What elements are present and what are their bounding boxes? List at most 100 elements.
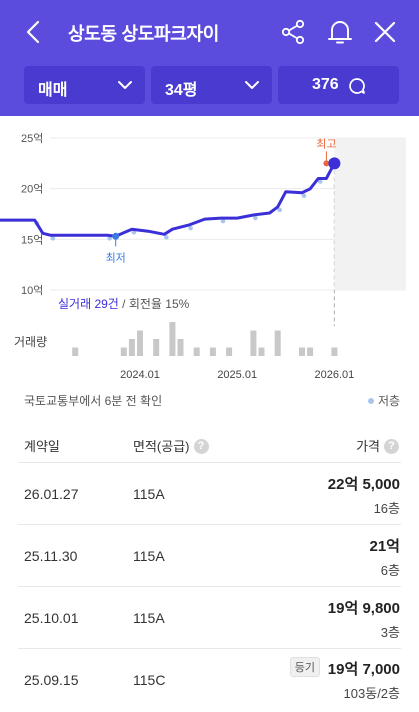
comments-button[interactable]: 376 — [278, 66, 399, 104]
volume-bar — [331, 347, 338, 356]
high-marker-label: 최고 — [316, 137, 336, 150]
legend-low-floor: 저층 — [368, 392, 400, 409]
latest-point — [328, 157, 341, 170]
volume-bar — [153, 339, 160, 356]
row-floor: 103동/2층 — [343, 686, 400, 701]
volume-bar — [128, 339, 135, 356]
volume-bar — [274, 330, 281, 356]
row-price: 19억 7,000 — [327, 661, 400, 678]
volume-bar — [177, 339, 184, 356]
back-button[interactable] — [20, 18, 48, 46]
top-bar: 상도동 상도파크자이 — [0, 0, 419, 64]
table-row[interactable]: 25.10.01 115A 19억 9,800 3층 — [0, 587, 419, 649]
trade-type-dropdown[interactable]: 매매 — [24, 66, 145, 104]
comment-bubble-icon — [349, 78, 365, 94]
high-marker — [323, 160, 330, 167]
size-dropdown[interactable]: 34평 — [151, 66, 272, 104]
table-row[interactable]: 26.01.27 115A 22억 5,000 16층 — [0, 463, 419, 525]
volume-bar — [250, 330, 257, 356]
row-price: 19억 9,800 — [327, 600, 400, 617]
row-area: 115A — [133, 610, 165, 626]
x-tick-label: 2026.01 — [315, 369, 355, 381]
app-header: 상도동 상도파크자이 매매 34평 — [0, 0, 419, 116]
bell-icon — [328, 21, 352, 44]
future-region — [334, 138, 406, 290]
divider — [18, 586, 401, 587]
volume-bar — [226, 347, 233, 356]
close-button[interactable] — [371, 18, 399, 46]
trade-point — [301, 193, 307, 199]
y-tick-label: 25억 — [21, 132, 43, 145]
col-header-date: 계약일 — [24, 439, 60, 454]
share-button[interactable] — [279, 18, 307, 46]
trade-point — [277, 207, 283, 213]
x-tick-label: 2025.01 — [217, 369, 257, 381]
trade-point — [188, 225, 193, 231]
page-title: 상도동 상도파크자이 — [68, 24, 220, 44]
row-floor: 3층 — [380, 625, 400, 640]
col-header-area-label: 면적(공급) — [133, 439, 190, 454]
chevron-down-icon — [245, 81, 259, 89]
col-header-price-label: 가격 — [356, 439, 380, 454]
trade-type-value: 매매 — [38, 82, 68, 99]
legend-low-floor-label: 저층 — [378, 394, 401, 408]
trade-point — [253, 215, 258, 221]
help-icon[interactable]: ? — [193, 439, 209, 455]
size-value: 34평 — [165, 82, 198, 99]
col-header-price: 가격? — [356, 436, 399, 455]
volume-bar — [72, 347, 79, 356]
volume-bar — [120, 347, 127, 356]
trade-summary[interactable]: 실거래 29건 / 회전율 15% — [58, 297, 190, 311]
row-area: 115C — [133, 672, 166, 688]
registered-badge: 등기 — [289, 657, 320, 677]
volume-bar — [137, 330, 143, 356]
volume-bar — [258, 347, 265, 356]
x-tick-label: 2024.01 — [120, 369, 160, 381]
volume-bar — [299, 347, 305, 356]
chevron-left-icon — [26, 20, 40, 44]
chevron-down-icon — [118, 81, 132, 89]
col-header-area: 면적(공급)? — [133, 436, 209, 455]
volume-label: 거래량 — [14, 335, 47, 349]
volume-bar — [193, 347, 200, 356]
comment-count: 376 — [312, 76, 339, 93]
trade-count-link[interactable]: 실거래 29건 — [58, 297, 119, 311]
row-date: 26.01.27 — [24, 486, 79, 502]
divider — [18, 462, 401, 463]
y-tick-label: 20억 — [21, 183, 43, 196]
legend-dot — [368, 397, 374, 404]
divider — [18, 648, 401, 649]
price-line — [0, 161, 336, 238]
table-row[interactable]: 25.11.30 115A 21억 6층 — [0, 525, 419, 587]
turnover-rate: / 회전율 15% — [119, 297, 190, 311]
row-date: 25.11.30 — [24, 548, 78, 564]
data-source-note: 국토교통부에서 6분 전 확인 — [24, 394, 163, 408]
price-chart[interactable]: 25억 20억 15억 10억 최저 최고 2024.01 2025.01 2026.01 … — [0, 116, 419, 396]
y-tick-label: 10억 — [21, 284, 43, 297]
low-marker — [112, 232, 120, 240]
row-price: 21억 — [369, 538, 401, 555]
row-area: 115A — [133, 548, 165, 564]
y-tick-label: 15억 — [21, 233, 43, 246]
volume-bar — [307, 347, 314, 356]
row-area: 115A — [133, 486, 165, 502]
help-icon[interactable]: ? — [384, 439, 399, 455]
volume-bar — [209, 347, 216, 356]
trade-point — [317, 179, 323, 184]
trade-point — [164, 234, 169, 240]
table-row[interactable]: 25.09.15 115C 등기 19억 7,000 103동/2층 — [0, 649, 419, 711]
low-marker-label: 최저 — [106, 251, 126, 264]
share-icon — [281, 19, 305, 45]
close-icon — [374, 21, 396, 43]
trade-point — [50, 235, 56, 241]
notification-button[interactable] — [325, 17, 355, 47]
row-price: 22억 5,000 — [327, 476, 400, 493]
row-date: 25.10.01 — [24, 610, 79, 626]
row-date: 25.09.15 — [24, 672, 79, 688]
divider — [18, 524, 401, 525]
trade-point — [220, 218, 226, 224]
row-floor: 16층 — [373, 501, 400, 516]
row-floor: 6층 — [380, 563, 400, 578]
volume-bar — [169, 322, 176, 356]
